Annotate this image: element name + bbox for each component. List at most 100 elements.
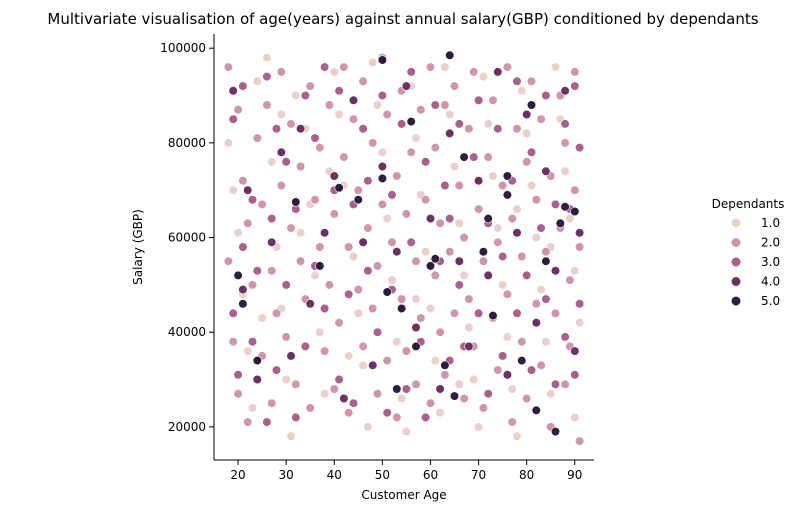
y-tick-label: 80000 xyxy=(168,136,206,150)
data-point xyxy=(498,251,508,262)
data-point xyxy=(228,86,238,96)
data-point xyxy=(517,86,527,96)
x-tick-label: 50 xyxy=(375,468,390,482)
data-point xyxy=(252,266,262,276)
data-point xyxy=(382,109,392,120)
data-point xyxy=(286,119,296,129)
data-point xyxy=(353,195,363,205)
y-tick-label: 100000 xyxy=(160,41,206,55)
data-point xyxy=(531,195,541,205)
data-point xyxy=(570,67,580,77)
data-point xyxy=(262,417,272,427)
data-point xyxy=(276,180,286,191)
data-point xyxy=(574,299,585,309)
data-point xyxy=(397,303,407,314)
data-point xyxy=(238,299,248,309)
data-point xyxy=(276,109,286,120)
data-point xyxy=(474,422,484,432)
data-point xyxy=(560,86,570,96)
data-point xyxy=(358,341,368,352)
data-point xyxy=(421,247,431,257)
data-point xyxy=(291,379,301,389)
data-point xyxy=(392,412,402,423)
data-point xyxy=(223,62,233,72)
data-point xyxy=(238,285,248,295)
data-point xyxy=(392,247,402,257)
data-point xyxy=(565,214,575,224)
data-point xyxy=(363,266,373,276)
data-point xyxy=(560,379,570,389)
data-point xyxy=(334,86,344,96)
data-point xyxy=(449,161,460,172)
data-point xyxy=(425,398,436,408)
data-point xyxy=(531,405,541,415)
data-point xyxy=(247,403,258,413)
data-point xyxy=(262,71,272,82)
data-point xyxy=(546,389,556,399)
data-point xyxy=(536,285,546,295)
data-point xyxy=(411,133,421,143)
data-point xyxy=(276,147,286,157)
x-tick-label: 70 xyxy=(471,468,486,482)
data-point xyxy=(247,280,258,290)
data-point xyxy=(271,365,282,375)
data-point xyxy=(377,147,388,157)
data-point xyxy=(421,195,431,205)
data-point xyxy=(271,124,282,134)
data-point xyxy=(570,266,580,276)
data-point xyxy=(507,214,517,224)
data-point xyxy=(382,214,392,224)
data-point xyxy=(469,67,479,77)
data-point xyxy=(329,384,339,394)
data-point xyxy=(406,147,416,157)
data-point xyxy=(541,247,551,257)
data-point xyxy=(445,247,455,257)
data-point xyxy=(372,100,383,110)
data-point xyxy=(502,62,513,72)
data-point xyxy=(416,105,426,115)
data-point xyxy=(512,204,522,214)
data-point xyxy=(565,275,575,285)
data-point xyxy=(377,199,388,209)
data-point xyxy=(570,81,580,91)
data-point xyxy=(238,81,248,91)
data-point xyxy=(305,403,315,413)
data-point xyxy=(526,76,537,86)
data-point xyxy=(536,360,546,370)
data-point xyxy=(493,124,503,134)
data-point xyxy=(550,199,561,209)
data-point xyxy=(541,166,551,176)
data-point xyxy=(526,100,537,110)
data-point xyxy=(421,412,431,423)
data-point xyxy=(324,100,335,110)
data-point xyxy=(550,62,561,72)
data-point xyxy=(560,166,570,176)
legend-label: 2.0 xyxy=(761,236,780,250)
data-point xyxy=(382,287,392,297)
data-point xyxy=(550,308,561,318)
data-point xyxy=(358,76,368,86)
data-point xyxy=(324,280,335,290)
data-point xyxy=(392,337,402,347)
data-point xyxy=(502,190,513,200)
data-point xyxy=(425,261,436,271)
data-point xyxy=(315,261,325,271)
y-tick-label: 20000 xyxy=(168,420,206,434)
data-point xyxy=(459,270,469,281)
data-point xyxy=(411,256,421,266)
data-point xyxy=(517,251,527,262)
chart-title: Multivariate visualisation of age(years)… xyxy=(47,10,758,28)
data-point xyxy=(526,180,537,191)
data-point xyxy=(281,374,291,385)
data-point xyxy=(440,62,450,72)
data-point xyxy=(531,318,541,328)
data-point xyxy=(339,152,349,162)
data-point xyxy=(392,171,402,181)
data-point xyxy=(449,308,460,318)
data-point xyxy=(238,242,248,252)
data-point xyxy=(291,197,301,207)
data-point xyxy=(276,67,286,77)
data-point xyxy=(320,389,330,399)
data-point xyxy=(425,214,436,224)
data-point xyxy=(574,228,585,238)
